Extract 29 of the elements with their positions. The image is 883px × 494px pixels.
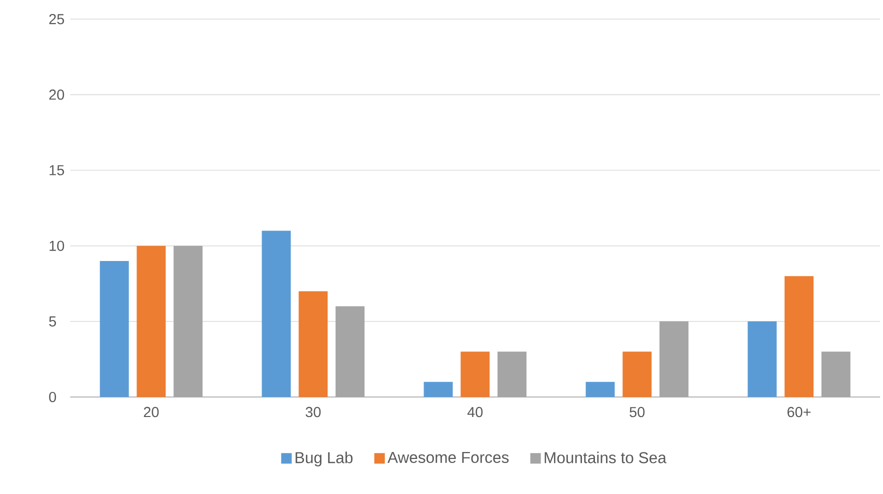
bar (174, 246, 203, 398)
y-tick-label: 5 (49, 316, 56, 327)
legend-label: Bug Lab (296, 452, 353, 467)
bar (136, 246, 166, 398)
legend-label: Awesome Forces (387, 452, 509, 464)
x-tick-label: 30 (306, 407, 321, 418)
y-tick-label: 20 (49, 90, 64, 100)
x-tick-label: 60+ (788, 407, 811, 418)
bar (748, 322, 777, 398)
bar (784, 276, 814, 398)
bar (262, 230, 291, 398)
x-tick-label: 50 (630, 407, 645, 418)
y-tick-label: 10 (50, 240, 64, 252)
bar (298, 291, 328, 398)
bar (659, 322, 688, 398)
bar (336, 306, 365, 398)
y-tick-label: 25 (49, 14, 64, 24)
legend-label: Mountains to Sea (544, 452, 666, 464)
y-tick-label: 0 (49, 392, 56, 402)
bar (460, 352, 490, 398)
y-tick-label: 15 (50, 165, 64, 176)
x-tick-label: 20 (144, 407, 159, 418)
x-tick-label: 40 (467, 407, 483, 418)
bar (100, 261, 129, 398)
bar (586, 382, 615, 398)
bar (622, 352, 652, 398)
bar (498, 352, 526, 398)
bar (424, 382, 453, 398)
bar (821, 352, 850, 398)
